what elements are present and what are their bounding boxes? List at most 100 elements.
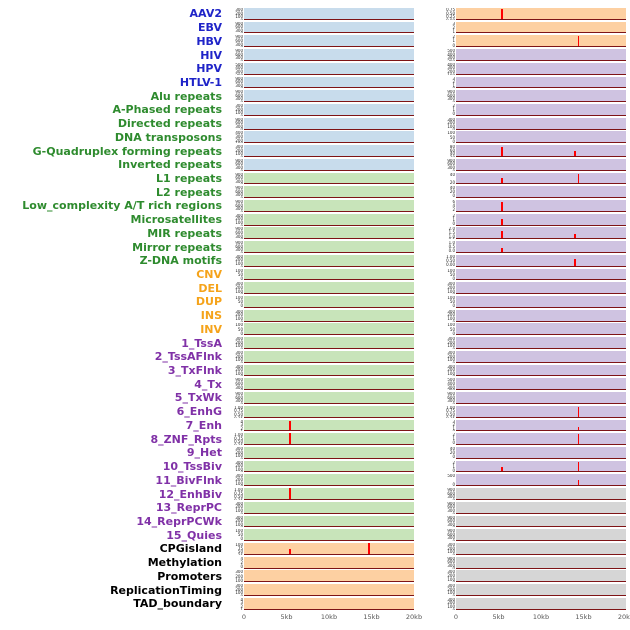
y-tick-label: 0 xyxy=(452,540,455,541)
x-axis-label: 15kb xyxy=(575,612,592,621)
y-tick-label: 100 xyxy=(447,604,455,610)
y-tick-label: 100 xyxy=(447,73,455,74)
y-tick-label: 100 xyxy=(235,357,243,363)
y-tick-label: 200 xyxy=(447,120,455,126)
y-tick-label: 900 xyxy=(235,158,243,163)
track-row: CNV 100 50 0 100 50 0 xyxy=(0,268,630,282)
y-tick-label: 400 xyxy=(447,380,455,386)
track-row: HBV 9006003000 210 xyxy=(0,34,630,48)
right-panel xyxy=(456,419,626,432)
right-panel xyxy=(456,35,626,48)
y-tick-label: 50 xyxy=(237,271,243,277)
y-tick-label: 200 xyxy=(235,10,243,16)
y-tick-label: 900 xyxy=(235,200,243,205)
y-tick-label: 300 xyxy=(235,7,243,12)
y-tick-label: 300 xyxy=(447,521,455,527)
track-row: 8_ZNF_Rpts 1.000.750.500.25 210 xyxy=(0,432,630,446)
y-tick-label: 0.00 xyxy=(446,262,455,267)
y-tick-label: 0 xyxy=(240,265,243,266)
y-tick-label: 2 xyxy=(452,213,455,218)
track-row: Inverted repeats 9006003000 9006003000 xyxy=(0,158,630,172)
y-tick-label: 200 xyxy=(447,69,455,75)
y-tick-label: 600 xyxy=(235,92,243,98)
row-label: 3_TxFlnk xyxy=(167,364,222,378)
y-tick-label: 50 xyxy=(449,326,455,332)
y-tick-label: 40 xyxy=(449,446,455,451)
y-tick-label: 600 xyxy=(447,531,455,537)
y-tick-label: 0 xyxy=(240,375,243,376)
y-tick-label: 100 xyxy=(235,508,243,514)
y-tick-label: 300 xyxy=(235,384,243,390)
y-tick-label: 0 xyxy=(452,348,455,349)
row-label: 8_ZNF_Rpts xyxy=(150,432,223,446)
left-y-ticks: 500400300200100 xyxy=(228,63,244,75)
y-tick-label: 300 xyxy=(235,145,243,150)
left-panel xyxy=(244,62,414,75)
y-tick-label: 900 xyxy=(447,158,455,163)
y-tick-label: 900 xyxy=(235,172,243,177)
signal-spike xyxy=(577,479,580,486)
y-tick-label: 300 xyxy=(447,350,455,355)
y-tick-label: 50 xyxy=(237,299,243,305)
y-tick-label: 100 xyxy=(235,370,243,376)
x-axis-label: 0 xyxy=(453,612,459,621)
y-tick-label: 600 xyxy=(235,380,243,386)
y-tick-label: 600 xyxy=(447,504,455,510)
y-tick-label: 200 xyxy=(235,257,243,263)
y-tick-label: 900 xyxy=(447,501,455,506)
y-tick-label: 900 xyxy=(447,529,455,534)
y-tick-label: 0.25 xyxy=(234,444,243,445)
y-tick-label: 200 xyxy=(447,312,455,318)
y-tick-label: 300 xyxy=(447,584,455,589)
y-tick-label: 1.00 xyxy=(234,433,243,438)
y-tick-label: 300 xyxy=(235,584,243,589)
right-y-ticks: 4003002001000 xyxy=(440,63,456,75)
y-tick-label: 0 xyxy=(240,293,243,294)
y-tick-label: 300 xyxy=(447,282,455,287)
y-tick-label: 300 xyxy=(235,55,243,61)
left-y-ticks: 9006003000 xyxy=(228,22,244,34)
left-panel xyxy=(244,460,414,473)
signal-spike xyxy=(577,426,580,431)
y-tick-label: 0 xyxy=(452,440,455,446)
y-tick-label: 1 xyxy=(452,463,455,469)
y-tick-label: 4 xyxy=(240,419,243,424)
y-tick-label: 300 xyxy=(235,82,243,88)
y-tick-label: 300 xyxy=(235,96,243,102)
left-panel xyxy=(244,542,414,555)
left-panel xyxy=(244,282,414,295)
x-axis-row: 0 5kb 10kb 15kb 20kb 0 5kb 10kb 15kb 20kb xyxy=(0,611,630,627)
y-tick-label: 200 xyxy=(447,60,455,61)
y-tick-label: 0.0 xyxy=(448,248,455,253)
y-tick-label: 3 xyxy=(240,422,243,428)
y-tick-label: 300 xyxy=(235,446,243,451)
track-row: DUP 100 50 0 100 50 0 xyxy=(0,295,630,309)
y-tick-label: 100 xyxy=(235,110,243,116)
y-tick-label: 600 xyxy=(235,202,243,208)
y-tick-label: 900 xyxy=(447,392,455,397)
y-tick-label: 100 xyxy=(447,343,455,349)
y-tick-label: 600 xyxy=(235,120,243,126)
y-tick-label: 0 xyxy=(240,389,243,390)
left-panel xyxy=(244,254,414,267)
y-tick-label: 300 xyxy=(235,460,243,465)
y-tick-label: 600 xyxy=(235,24,243,30)
track-row: INV 100 50 0 100 50 0 xyxy=(0,323,630,337)
row-label: 5_TxWk xyxy=(174,391,222,405)
row-label: 12_EnhBiv xyxy=(158,487,222,501)
y-tick-label: 0 xyxy=(240,183,243,184)
track-row: 7_Enh 4321 3210 xyxy=(0,419,630,433)
row-label: HBV xyxy=(196,34,222,48)
y-tick-label: 0.50 xyxy=(446,10,455,16)
y-tick-label: 100 xyxy=(235,14,243,20)
y-tick-label: 100 xyxy=(447,549,455,555)
track-row: HIV 9006003000 500400300200100 xyxy=(0,48,630,62)
y-tick-label: 3 xyxy=(240,600,243,606)
y-tick-label: 0 xyxy=(452,303,455,308)
y-tick-label: 300 xyxy=(447,542,455,547)
y-tick-label: 900 xyxy=(235,227,243,232)
